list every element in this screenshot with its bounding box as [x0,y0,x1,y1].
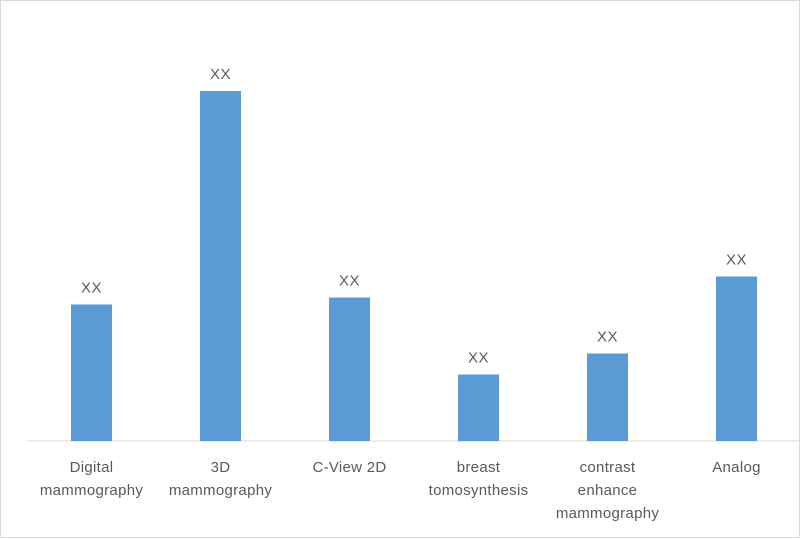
category-label-line: Digital [70,459,114,476]
bar [200,91,241,441]
data-label: XX [468,350,489,367]
bar [587,353,628,441]
data-label: XX [597,329,618,346]
bar [458,374,499,441]
data-label: XX [210,66,231,83]
category-label-line: 3D [211,459,231,476]
category-label-line: C-View 2D [312,459,386,476]
category-label: 3D mammography [169,459,273,499]
bar [716,276,757,441]
category-label-line: mammography [556,505,660,522]
category-label-line: enhance [578,482,638,499]
category-label: Digital mammography [40,459,144,499]
category-label-line: breast [457,459,501,476]
category-label-line: mammography [169,482,273,499]
category-label: breast tomosynthesis [429,459,529,499]
category-label-line: Analog [712,459,761,476]
bar [71,304,112,441]
category-label-line: tomosynthesis [429,482,529,499]
category-label: contrast enhance mammography [556,459,660,522]
category-label-line: contrast [580,459,636,476]
data-label: XX [726,252,747,269]
category-label: C-View 2D [312,459,386,476]
bar [329,297,370,441]
data-label: XX [339,273,360,290]
category-label: Analog [712,459,761,476]
data-label: XX [81,280,102,297]
category-label-line: mammography [40,482,144,499]
